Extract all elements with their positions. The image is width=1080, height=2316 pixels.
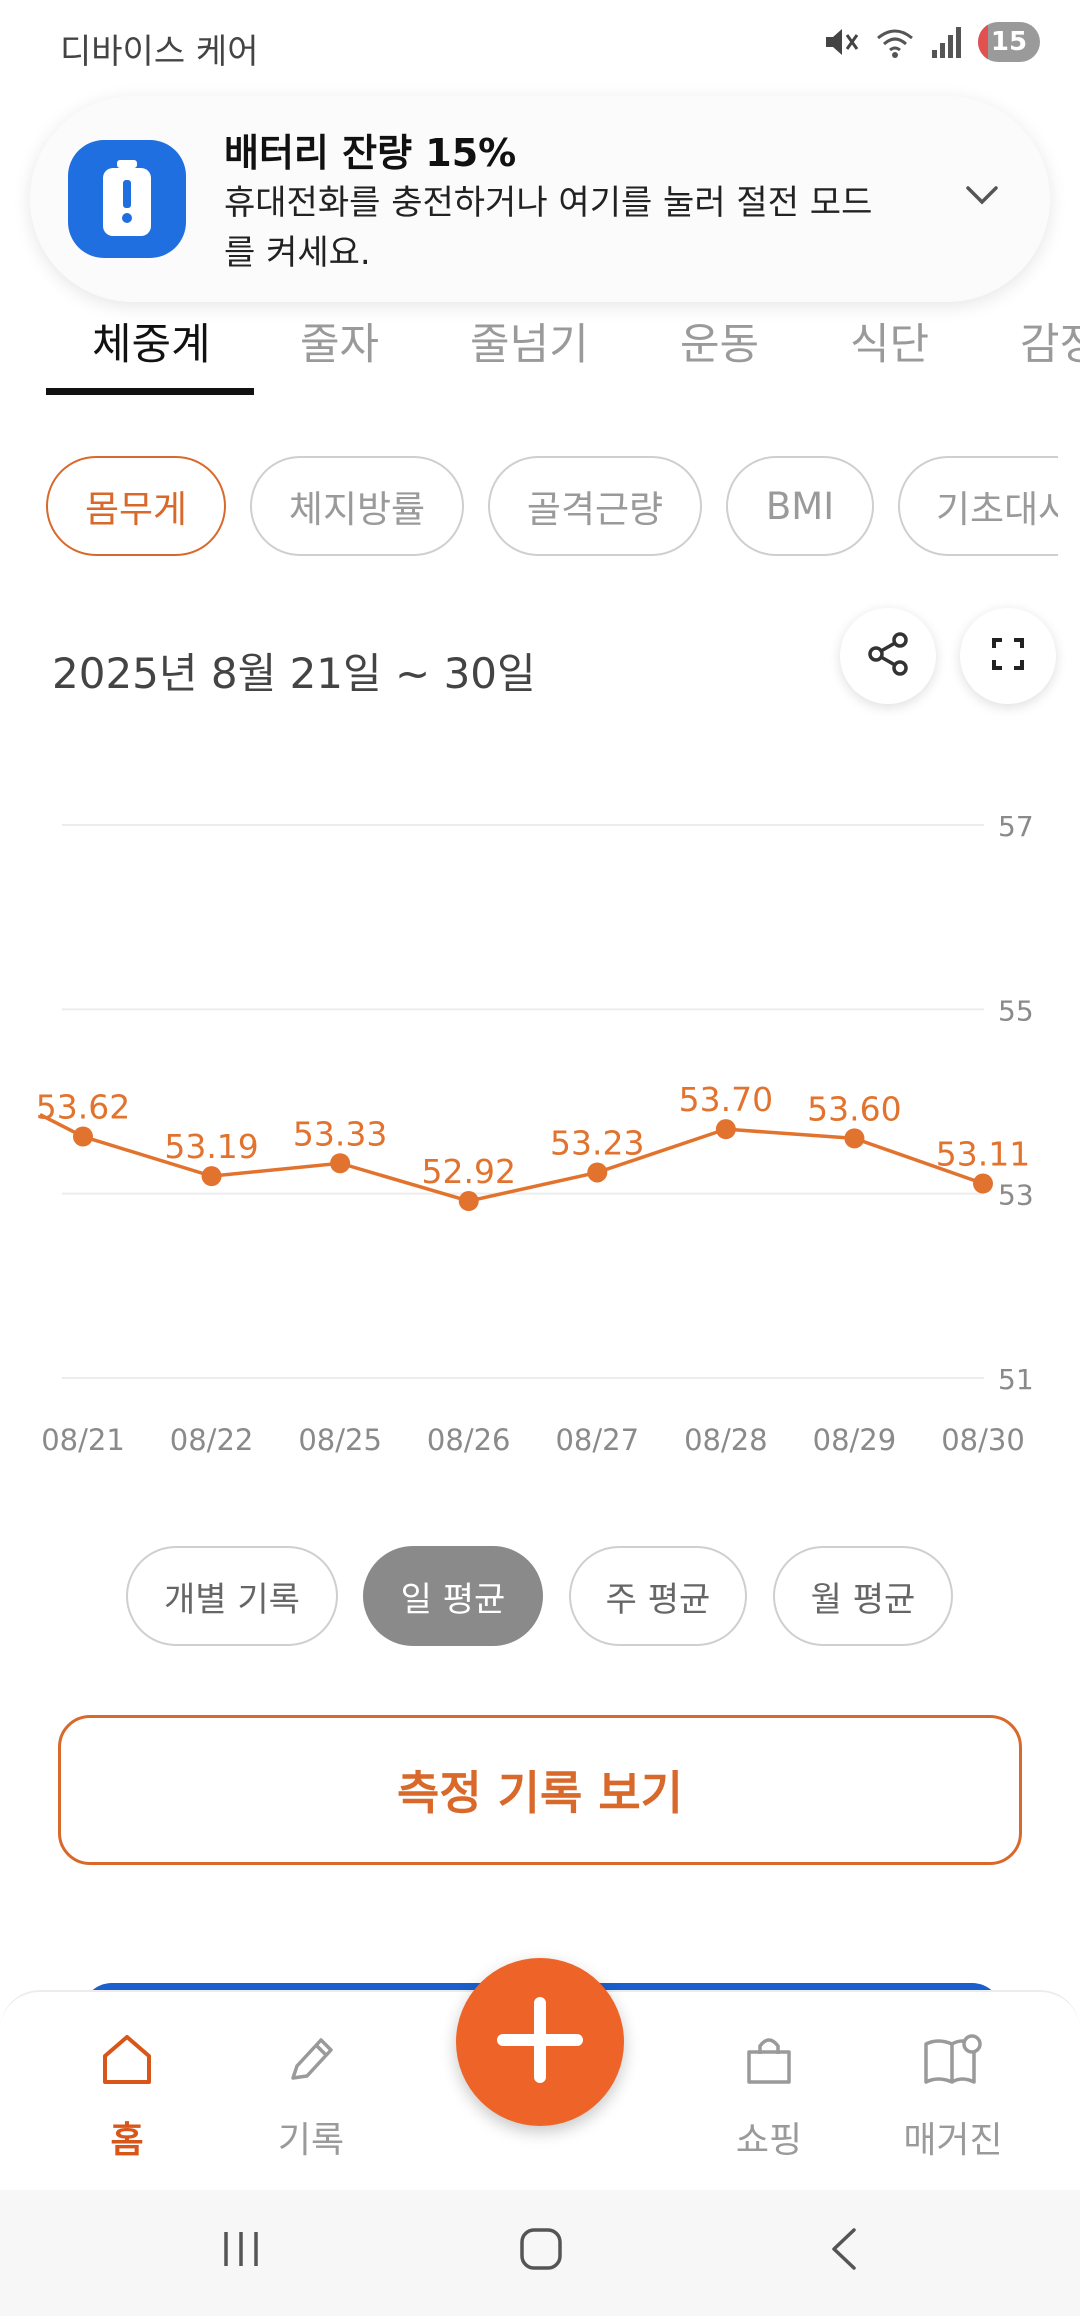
recent-apps-icon[interactable] [216,2224,266,2278]
status-icons: 15 [820,22,1040,62]
chip-body-fat[interactable]: 체지방률 [250,456,464,556]
weight-series-line [82,1127,984,1203]
fullscreen-icon [988,634,1028,678]
battery-notification[interactable]: 배터리 잔량 15% 휴대전화를 충전하거나 여기를 눌러 절전 모드를 켜세요… [30,96,1050,302]
tab-exercise[interactable]: 운동 [680,320,760,370]
nav-record-label: 기록 [277,2120,345,2161]
tab-jump-rope[interactable]: 줄넘기 [470,320,589,370]
y-tick-label: 53 [998,1179,1034,1212]
data-label: 53.62 [36,1088,130,1127]
chevron-down-icon[interactable] [962,180,1002,214]
metric-chip-row: 몸무게 체지방률 골격근량 BMI 기초대사 [0,440,1058,570]
data-point [73,1126,93,1147]
agg-weekly[interactable]: 주 평균 [569,1546,747,1646]
nav-home-label: 홈 [110,2120,144,2161]
x-tick-label: 08/28 [684,1423,768,1457]
chip-bmr[interactable]: 기초대사 [898,456,1058,556]
tab-indicator [46,388,254,395]
category-tabs: 체중계 줄자 줄넘기 운동 식단 감정 [0,300,1080,400]
data-point [201,1166,222,1187]
data-label: 53.19 [164,1127,258,1166]
notification-body: 휴대전화를 충전하거나 여기를 눌러 절전 모드를 켜세요. [224,183,873,273]
data-label: 53.11 [936,1135,1030,1174]
weight-line-chart: 57 55 53 51 53.62 53.19 53.33 52.92 53.23 53.70 53… [36,810,1034,1457]
add-fab-button[interactable] [456,1958,624,2126]
nav-shopping-label: 쇼핑 [735,2120,803,2161]
battery-icon: 15 [978,22,1040,62]
notification-title: 배터리 잔량 15% [224,131,517,175]
x-tick-label: 08/22 [170,1423,254,1457]
data-point [587,1162,608,1183]
share-icon [864,630,912,682]
signal-icon [930,22,964,62]
nav-home[interactable]: 홈 [52,2032,202,2163]
status-bar: 디바이스 케어 15 [0,0,1080,92]
nav-shopping[interactable]: 쇼핑 [694,2032,844,2163]
data-point [715,1119,736,1140]
fullscreen-button[interactable] [960,608,1056,704]
data-point [844,1128,865,1149]
system-nav-bar [0,2190,1080,2316]
tab-tape-measure[interactable]: 줄자 [300,320,380,370]
y-tick-label: 51 [998,1363,1034,1396]
status-app-label: 디바이스 케어 [60,32,259,72]
chip-weight[interactable]: 몸무게 [46,456,226,556]
x-tick-label: 08/30 [941,1423,1025,1457]
plus-icon [495,1995,585,2089]
tab-diet[interactable]: 식단 [850,320,930,370]
agg-daily[interactable]: 일 평균 [363,1546,543,1646]
data-label: 53.70 [679,1080,773,1119]
agg-individual[interactable]: 개별 기록 [126,1546,338,1646]
x-tick-label: 08/26 [427,1423,511,1457]
home-button-icon[interactable] [516,2224,566,2278]
nav-magazine-label: 매거진 [903,2120,1003,2161]
share-button[interactable] [840,608,936,704]
data-label: 52.92 [421,1152,515,1191]
tab-emotion[interactable]: 감정 [1020,320,1080,370]
x-tick-label: 08/21 [41,1423,125,1457]
view-records-button[interactable]: 측정 기록 보기 [58,1715,1022,1865]
data-label: 53.33 [293,1114,387,1153]
magazine-icon [922,2032,984,2097]
y-tick-label: 55 [998,994,1034,1027]
nav-record[interactable]: 기록 [236,2032,386,2163]
mute-icon [820,22,860,62]
nav-magazine[interactable]: 매거진 [878,2032,1028,2163]
x-tick-label: 08/27 [555,1423,639,1457]
data-point [458,1191,479,1212]
chip-bmi[interactable]: BMI [726,456,874,556]
wifi-icon [874,22,916,62]
agg-monthly[interactable]: 월 평균 [773,1546,953,1646]
shopping-bag-icon [741,2032,797,2097]
pencil-icon [283,2032,339,2097]
home-icon [99,2032,155,2097]
date-range: 2025년 8월 21일 ~ 30일 [52,649,536,698]
back-icon[interactable] [820,2224,870,2278]
x-tick-label: 08/25 [298,1423,382,1457]
data-label: 53.23 [550,1123,644,1162]
data-point [973,1173,993,1194]
x-tick-label: 08/29 [813,1423,897,1457]
battery-alert-icon [68,140,186,258]
data-point [330,1153,351,1174]
y-tick-label: 57 [998,810,1034,843]
tab-scale[interactable]: 체중계 [92,320,211,370]
battery-level: 15 [990,27,1028,57]
chip-skeletal-muscle[interactable]: 골격근량 [488,456,702,556]
data-label: 53.60 [807,1089,901,1128]
